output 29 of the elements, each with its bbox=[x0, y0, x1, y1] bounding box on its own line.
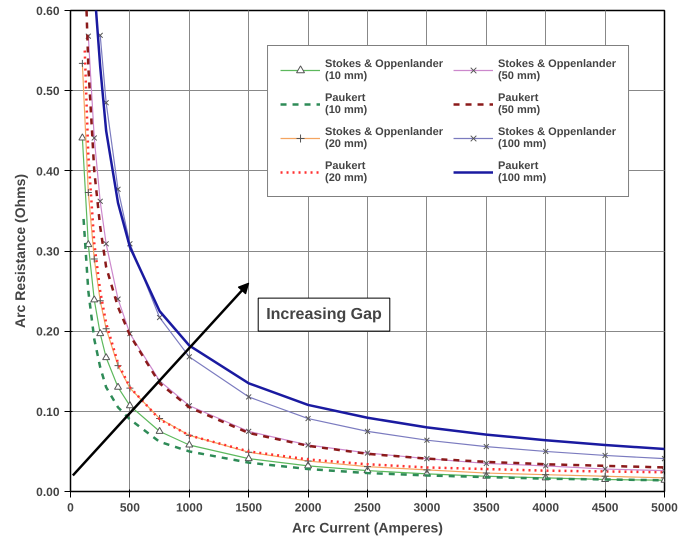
x-tick-label: 500 bbox=[120, 500, 140, 514]
x-tick-label: 0 bbox=[67, 500, 74, 514]
legend-label: Paukert (50 mm) bbox=[498, 92, 540, 116]
legend-label: Paukert (10 mm) bbox=[325, 92, 368, 116]
x-tick-label: 3500 bbox=[472, 500, 500, 514]
legend-label: Stokes & Oppenlander (50 mm) bbox=[498, 58, 616, 82]
x-tick-label: 4000 bbox=[532, 500, 560, 514]
x-tick-label: 1500 bbox=[235, 500, 262, 514]
y-tick-label: 0.50 bbox=[36, 84, 60, 98]
legend-label: Stokes & Oppenlander (100 mm) bbox=[498, 126, 616, 150]
x-axis-title: Arc Current (Amperes) bbox=[292, 520, 443, 536]
y-tick-label: 0.40 bbox=[36, 164, 60, 178]
y-tick-label: 0.00 bbox=[36, 485, 60, 499]
y-tick-label: 0.30 bbox=[36, 244, 60, 258]
x-tick-label: 3000 bbox=[414, 500, 441, 514]
y-tick-label: 0.20 bbox=[36, 324, 60, 339]
legend-label: Paukert (100 mm) bbox=[498, 160, 546, 184]
y-tick-label: 0.10 bbox=[36, 404, 60, 419]
x-tick-label: 5000 bbox=[651, 500, 678, 514]
annotation: Increasing Gap bbox=[266, 306, 382, 324]
legend-label: Paukert (20 mm) bbox=[325, 160, 368, 184]
x-tick-label: 1000 bbox=[176, 500, 203, 514]
legend-label: Stokes & Oppenlander (20 mm) bbox=[325, 126, 444, 150]
legend-label: Stokes & Oppenlander (10 mm) bbox=[325, 58, 444, 82]
y-tick-label: 0.60 bbox=[36, 4, 60, 18]
y-axis-title: Arc Resistance (Ohms) bbox=[12, 174, 28, 328]
x-tick-label: 4500 bbox=[592, 500, 619, 514]
x-tick-label: 2500 bbox=[354, 500, 382, 514]
x-tick-label: 2000 bbox=[294, 500, 322, 514]
